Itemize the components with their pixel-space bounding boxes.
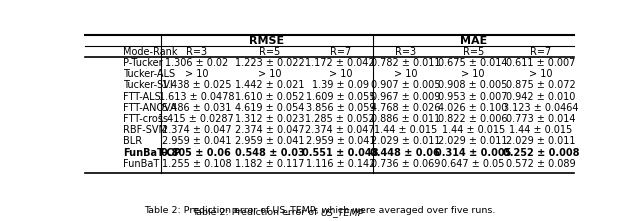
Text: 2.959 ± 0.041: 2.959 ± 0.041 bbox=[305, 137, 375, 147]
Text: > 10: > 10 bbox=[328, 69, 352, 79]
Text: 2.959 ± 0.041: 2.959 ± 0.041 bbox=[235, 137, 305, 147]
Text: 1.306 ± 0.02: 1.306 ± 0.02 bbox=[164, 58, 228, 68]
Text: 0.953 ± 0.007: 0.953 ± 0.007 bbox=[438, 92, 508, 102]
Text: > 10: > 10 bbox=[529, 69, 553, 79]
Text: Table 2: Prediction error of US_TEMP, which were averaged over five runs.: Table 2: Prediction error of US_TEMP, wh… bbox=[144, 206, 496, 215]
Text: FunBaT-CP: FunBaT-CP bbox=[123, 148, 180, 158]
Text: 0.548 ± 0.03: 0.548 ± 0.03 bbox=[235, 148, 305, 158]
Text: > 10: > 10 bbox=[394, 69, 417, 79]
Text: 0.647 ± 0.05: 0.647 ± 0.05 bbox=[442, 159, 505, 169]
Text: Table 2: Prediction error of: Table 2: Prediction error of bbox=[191, 208, 320, 217]
Text: 0.967 ± 0.009: 0.967 ± 0.009 bbox=[371, 92, 440, 102]
Text: BLR: BLR bbox=[123, 137, 142, 147]
Text: 3.123 ± 0.0464: 3.123 ± 0.0464 bbox=[503, 103, 579, 113]
Text: > 10: > 10 bbox=[258, 69, 282, 79]
Text: 1.312 ± 0.023: 1.312 ± 0.023 bbox=[235, 114, 305, 124]
Text: MAE: MAE bbox=[460, 36, 487, 46]
Text: FTT-ALS: FTT-ALS bbox=[123, 92, 161, 102]
Text: 0.773 ± 0.014: 0.773 ± 0.014 bbox=[506, 114, 576, 124]
Text: 5.486 ± 0.031: 5.486 ± 0.031 bbox=[162, 103, 231, 113]
Text: 4.619 ± 0.054: 4.619 ± 0.054 bbox=[235, 103, 305, 113]
Text: 0.252 ± 0.008: 0.252 ± 0.008 bbox=[503, 148, 579, 158]
Text: Tucker-ALS: Tucker-ALS bbox=[123, 69, 175, 79]
Text: 4.768 ± 0.026: 4.768 ± 0.026 bbox=[371, 103, 440, 113]
Text: R=3: R=3 bbox=[395, 47, 416, 57]
Text: 1.182 ± 0.117: 1.182 ± 0.117 bbox=[235, 159, 305, 169]
Text: 4.026 ± 0.100: 4.026 ± 0.100 bbox=[438, 103, 508, 113]
Text: 0.907 ± 0.005: 0.907 ± 0.005 bbox=[371, 80, 440, 90]
Text: R=5: R=5 bbox=[463, 47, 484, 57]
Text: 2.959 ± 0.041: 2.959 ± 0.041 bbox=[161, 137, 231, 147]
Text: 1.255 ± 0.108: 1.255 ± 0.108 bbox=[161, 159, 231, 169]
Text: RBF-SVM: RBF-SVM bbox=[123, 125, 167, 135]
Text: R=7: R=7 bbox=[531, 47, 552, 57]
Text: 1.613 ± 0.0478: 1.613 ± 0.0478 bbox=[159, 92, 234, 102]
Text: 0.551 ± 0.048: 0.551 ± 0.048 bbox=[302, 148, 378, 158]
Text: 2.029 ± 0.011: 2.029 ± 0.011 bbox=[506, 137, 576, 147]
Text: 1.44 ± 0.015: 1.44 ± 0.015 bbox=[442, 125, 505, 135]
Text: US_TEMP: US_TEMP bbox=[320, 208, 364, 217]
Text: > 10: > 10 bbox=[184, 69, 208, 79]
Text: 1.44 ± 0.015: 1.44 ± 0.015 bbox=[509, 125, 573, 135]
Text: 3.856 ± 0.059: 3.856 ± 0.059 bbox=[305, 103, 375, 113]
Text: 0.675 ± 0.014: 0.675 ± 0.014 bbox=[438, 58, 508, 68]
Text: 0.822 ± 0.006: 0.822 ± 0.006 bbox=[438, 114, 508, 124]
Text: R=5: R=5 bbox=[259, 47, 280, 57]
Text: 1.39 ± 0.09: 1.39 ± 0.09 bbox=[312, 80, 369, 90]
Text: Tucker-SVI: Tucker-SVI bbox=[123, 80, 173, 90]
Text: 0.448 ± 0.06: 0.448 ± 0.06 bbox=[371, 148, 440, 158]
Text: 2.029 ± 0.011: 2.029 ± 0.011 bbox=[438, 137, 508, 147]
Text: R=7: R=7 bbox=[330, 47, 351, 57]
Text: 1.438 ± 0.025: 1.438 ± 0.025 bbox=[161, 80, 231, 90]
Text: 1.609 ± 0.055: 1.609 ± 0.055 bbox=[305, 92, 375, 102]
Text: 0.314 ± 0.005: 0.314 ± 0.005 bbox=[435, 148, 511, 158]
Text: 2.374 ± 0.047: 2.374 ± 0.047 bbox=[235, 125, 305, 135]
Text: 0.805 ± 0.06: 0.805 ± 0.06 bbox=[161, 148, 231, 158]
Text: 1.610 ± 0.052: 1.610 ± 0.052 bbox=[235, 92, 305, 102]
Text: 0.611 ± 0.007: 0.611 ± 0.007 bbox=[506, 58, 575, 68]
Text: > 10: > 10 bbox=[461, 69, 485, 79]
Text: Mode-Rank: Mode-Rank bbox=[123, 47, 177, 57]
Text: 2.029 ± 0.011: 2.029 ± 0.011 bbox=[371, 137, 440, 147]
Text: 1.442 ± 0.021: 1.442 ± 0.021 bbox=[235, 80, 305, 90]
Text: 2.374 ± 0.047: 2.374 ± 0.047 bbox=[161, 125, 231, 135]
Text: RMSE: RMSE bbox=[250, 36, 285, 46]
Text: 1.223 ± 0.022: 1.223 ± 0.022 bbox=[235, 58, 305, 68]
Text: 0.736 ± 0.069: 0.736 ± 0.069 bbox=[371, 159, 440, 169]
Text: 0.886 ± 0.011: 0.886 ± 0.011 bbox=[371, 114, 440, 124]
Text: 0.908 ± 0.005: 0.908 ± 0.005 bbox=[438, 80, 508, 90]
Text: 1.116 ± 0.142: 1.116 ± 0.142 bbox=[305, 159, 375, 169]
Text: P-Tucker: P-Tucker bbox=[123, 58, 163, 68]
Text: 1.172 ± 0.042: 1.172 ± 0.042 bbox=[305, 58, 375, 68]
Text: 0.942 ± 0.010: 0.942 ± 0.010 bbox=[506, 92, 575, 102]
Text: 0.782 ± 0.011: 0.782 ± 0.011 bbox=[371, 58, 440, 68]
Text: FTT-ANOVA: FTT-ANOVA bbox=[123, 103, 177, 113]
Text: 2.374 ± 0.047: 2.374 ± 0.047 bbox=[305, 125, 375, 135]
Text: 1.415 ± 0.0287: 1.415 ± 0.0287 bbox=[159, 114, 234, 124]
Text: 0.572 ± 0.089: 0.572 ± 0.089 bbox=[506, 159, 576, 169]
Text: 0.875 ± 0.072: 0.875 ± 0.072 bbox=[506, 80, 576, 90]
Text: R=3: R=3 bbox=[186, 47, 207, 57]
Text: FunBaT: FunBaT bbox=[123, 159, 159, 169]
Text: 1.285 ± 0.052: 1.285 ± 0.052 bbox=[305, 114, 375, 124]
Text: FTT-cross: FTT-cross bbox=[123, 114, 168, 124]
Text: 1.44 ± 0.015: 1.44 ± 0.015 bbox=[374, 125, 437, 135]
